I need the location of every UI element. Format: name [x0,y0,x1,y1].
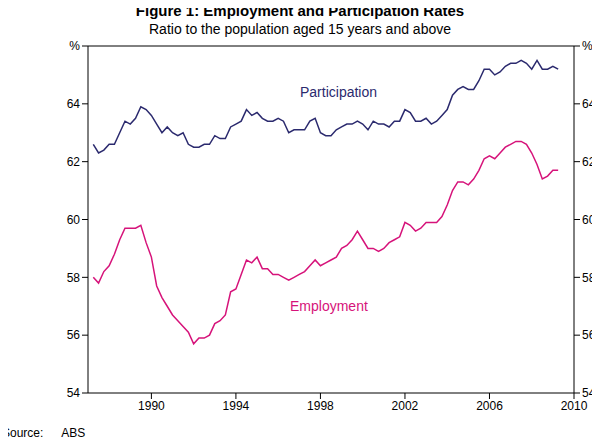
svg-text:1998: 1998 [307,399,334,413]
svg-text:%: % [582,39,592,53]
svg-text:62: 62 [582,155,592,169]
svg-text:56: 56 [67,328,81,342]
svg-text:64: 64 [582,97,592,111]
svg-text:58: 58 [67,271,81,285]
svg-text:62: 62 [67,155,81,169]
html-text:Source:: Source: [2,426,44,440]
html-text:Employment: Employment [290,298,368,314]
html-text:ABS: ABS [61,426,86,440]
svg-text:54: 54 [67,386,81,400]
html-text:Figure 1: Employment and Parti: Figure 1: Employment and Participation R… [135,2,465,19]
html-text:Participation: Participation [300,84,377,100]
svg-text:64: 64 [67,97,81,111]
svg-text:54: 54 [582,386,592,400]
svg-text:2006: 2006 [476,399,503,413]
html-text:Ratio to the population aged 1: Ratio to the population aged 15 years an… [149,21,451,37]
svg-text:60: 60 [67,213,81,227]
svg-text:%: % [69,39,80,53]
svg-text:1990: 1990 [138,399,165,413]
svg-text:60: 60 [582,213,592,227]
svg-text:58: 58 [582,271,592,285]
svg-text:2010: 2010 [561,399,588,413]
svg-text:2002: 2002 [392,399,419,413]
svg-text:56: 56 [582,328,592,342]
svg-text:1994: 1994 [223,399,250,413]
